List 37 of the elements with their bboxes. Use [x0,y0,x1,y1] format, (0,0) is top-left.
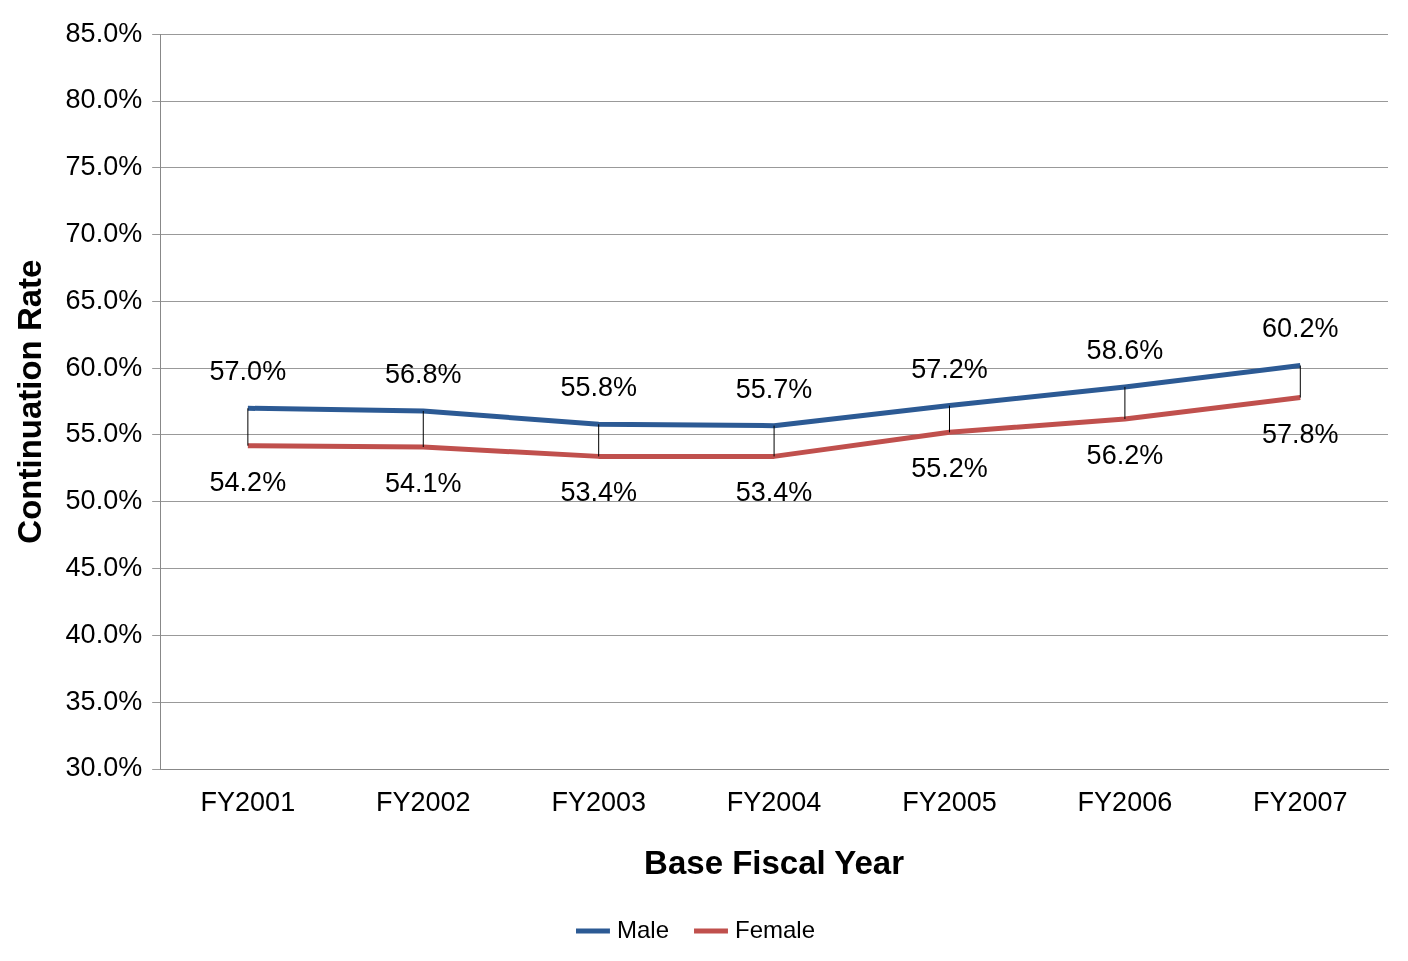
y-axis-title: Continuation Rate [10,259,48,544]
y-tick-label: 70.0% [65,218,143,249]
data-label: 55.7% [735,373,813,404]
x-tick-label: FY2003 [551,786,646,817]
x-tick-label: FY2001 [200,786,296,817]
x-tick-label: FY2006 [1077,786,1173,817]
data-label: 55.2% [911,453,988,484]
data-label: 60.2% [1262,313,1339,344]
x-tick-label: FY2004 [726,786,822,817]
data-label: 57.0% [209,356,287,387]
data-label: 55.8% [560,372,637,403]
y-tick-label: 50.0% [65,485,143,516]
data-label: 58.6% [1086,334,1164,365]
data-label: 53.4% [735,477,813,508]
legend-label: Male [616,915,670,943]
data-label: 54.1% [384,467,462,498]
y-tick-label: 35.0% [65,685,143,716]
y-tick-label: 65.0% [65,284,143,315]
data-label: 54.2% [209,466,287,497]
x-tick-label: FY2007 [1253,786,1348,817]
y-tick-label: 85.0% [65,17,143,48]
x-axis-title: Base Fiscal Year [644,844,905,882]
x-tick-label: FY2005 [902,786,997,817]
y-tick-label: 45.0% [65,552,143,583]
data-label: 57.2% [911,353,988,384]
legend-label: Female [735,915,816,943]
y-tick-label: 80.0% [65,84,143,115]
data-label: 56.8% [384,358,462,389]
data-label: 53.4% [560,477,637,508]
y-tick-label: 60.0% [65,351,143,382]
x-tick-label: FY2002 [375,786,471,817]
data-label: 57.8% [1262,418,1339,449]
y-tick-label: 75.0% [65,151,143,182]
y-tick-label: 30.0% [65,752,143,783]
data-label: 56.2% [1086,439,1164,470]
y-tick-label: 55.0% [65,418,143,449]
y-tick-label: 40.0% [65,618,143,649]
